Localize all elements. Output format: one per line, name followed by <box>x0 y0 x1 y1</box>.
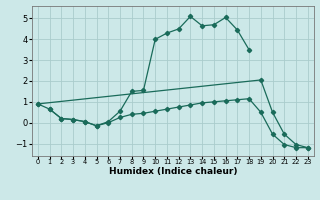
X-axis label: Humidex (Indice chaleur): Humidex (Indice chaleur) <box>108 167 237 176</box>
